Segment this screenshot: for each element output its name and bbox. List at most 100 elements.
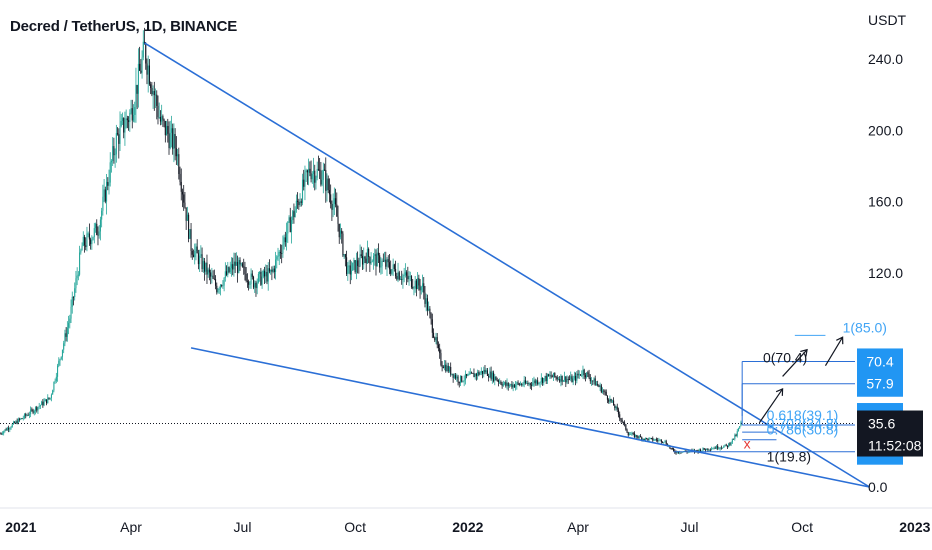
candle-body [337,216,339,224]
candle-body [194,251,196,258]
candle-body [456,376,458,379]
candle-body [615,406,617,409]
candle-body [368,248,370,257]
candle-body [613,400,615,406]
candle-body [459,375,462,384]
candle-body [158,116,160,118]
candle-body [179,173,181,182]
candle-body [121,118,124,121]
candle-body [294,209,296,217]
candle-body [268,268,270,272]
candle-body [477,371,479,376]
candle-body [136,84,138,94]
candle-body [588,373,590,378]
candle-body [315,177,317,183]
candle-body [565,376,567,383]
price-badges: 70.457.939.819.835.611:52:08 [857,348,923,465]
candle-body [646,437,648,439]
candle-body [223,277,225,286]
candle-body [68,323,70,328]
candle-body [323,169,326,171]
candle-body [424,292,426,304]
candle-body [598,385,600,387]
candle-body [713,447,715,449]
candle-body [283,237,285,245]
candle-body [52,390,54,395]
candle-body [627,432,629,436]
candle-body [339,230,342,238]
countdown-label: 11:52:08 [868,438,922,454]
candle-body [648,438,650,441]
candle-body [718,448,720,450]
candle-body [134,107,136,115]
y-tick-label: 200.0 [868,122,903,138]
candle-body [217,289,219,293]
candle-body [562,380,564,382]
candle-body [186,214,188,221]
candle-body [604,391,606,393]
candle-body [128,120,130,123]
candle-body [671,448,673,450]
candle-body [364,256,366,259]
fib-annotations[interactable]: 0(70.4) 1(85.0) 0.618(39.1)0.702(34.8)0.78… [0,319,887,464]
candle-body [10,427,12,429]
candle-body [504,382,506,384]
candle-body [282,244,284,254]
candle-body [599,385,601,387]
candle-body [15,421,17,424]
candle-body [8,428,10,430]
candle-body [112,146,114,162]
candle-body [717,445,719,449]
candle-body [54,380,56,382]
candle-body [64,333,66,344]
candle-body [200,254,202,256]
candle-body [388,262,391,270]
candle-body [409,276,411,277]
candle-body [620,418,622,420]
candle-body [205,262,207,272]
candle-body [473,373,475,378]
candle-body [199,255,201,265]
candle-body [483,369,485,374]
candle-body [314,170,316,183]
y-axis[interactable]: 240.0 200.0 160.0 120.0 0.0 USDT [868,12,907,495]
candle-body [262,270,264,277]
candle-body [610,398,612,402]
x-axis[interactable]: 2021 Apr Jul Oct 2022 Apr Jul Oct 2023 [5,519,930,535]
candle-body [55,376,57,381]
candle-body [260,271,262,285]
candle-body [431,319,433,333]
candle-body [608,399,610,402]
candle-body [281,253,283,254]
candle-body [300,201,302,203]
fib-label: 0(70.4) [763,350,807,366]
candle-body [399,278,402,280]
candle-body [83,236,86,246]
candle-body [177,154,179,157]
candle-body [564,376,566,381]
candle-body [76,275,78,279]
candle-body [702,448,704,451]
candle-body [201,254,203,270]
candle-body [332,203,334,210]
candle-body [53,381,55,391]
candle-body [342,233,344,256]
candle-body [372,255,375,262]
trendlines[interactable] [144,42,870,488]
candle-body [709,449,711,451]
current-price-badge [857,410,923,457]
candle-body [32,409,34,413]
candle-body [491,372,493,380]
candle-body [232,264,234,270]
candle-body [593,378,595,381]
candle-body [349,265,351,275]
candle-body [533,380,535,383]
candle-body [168,133,170,149]
candle-body [235,261,237,266]
candle-body [451,373,453,375]
current-price-label: 35.6 [868,416,895,432]
candle-body [175,148,177,157]
candle-body [126,118,128,121]
candle-body [287,221,289,234]
